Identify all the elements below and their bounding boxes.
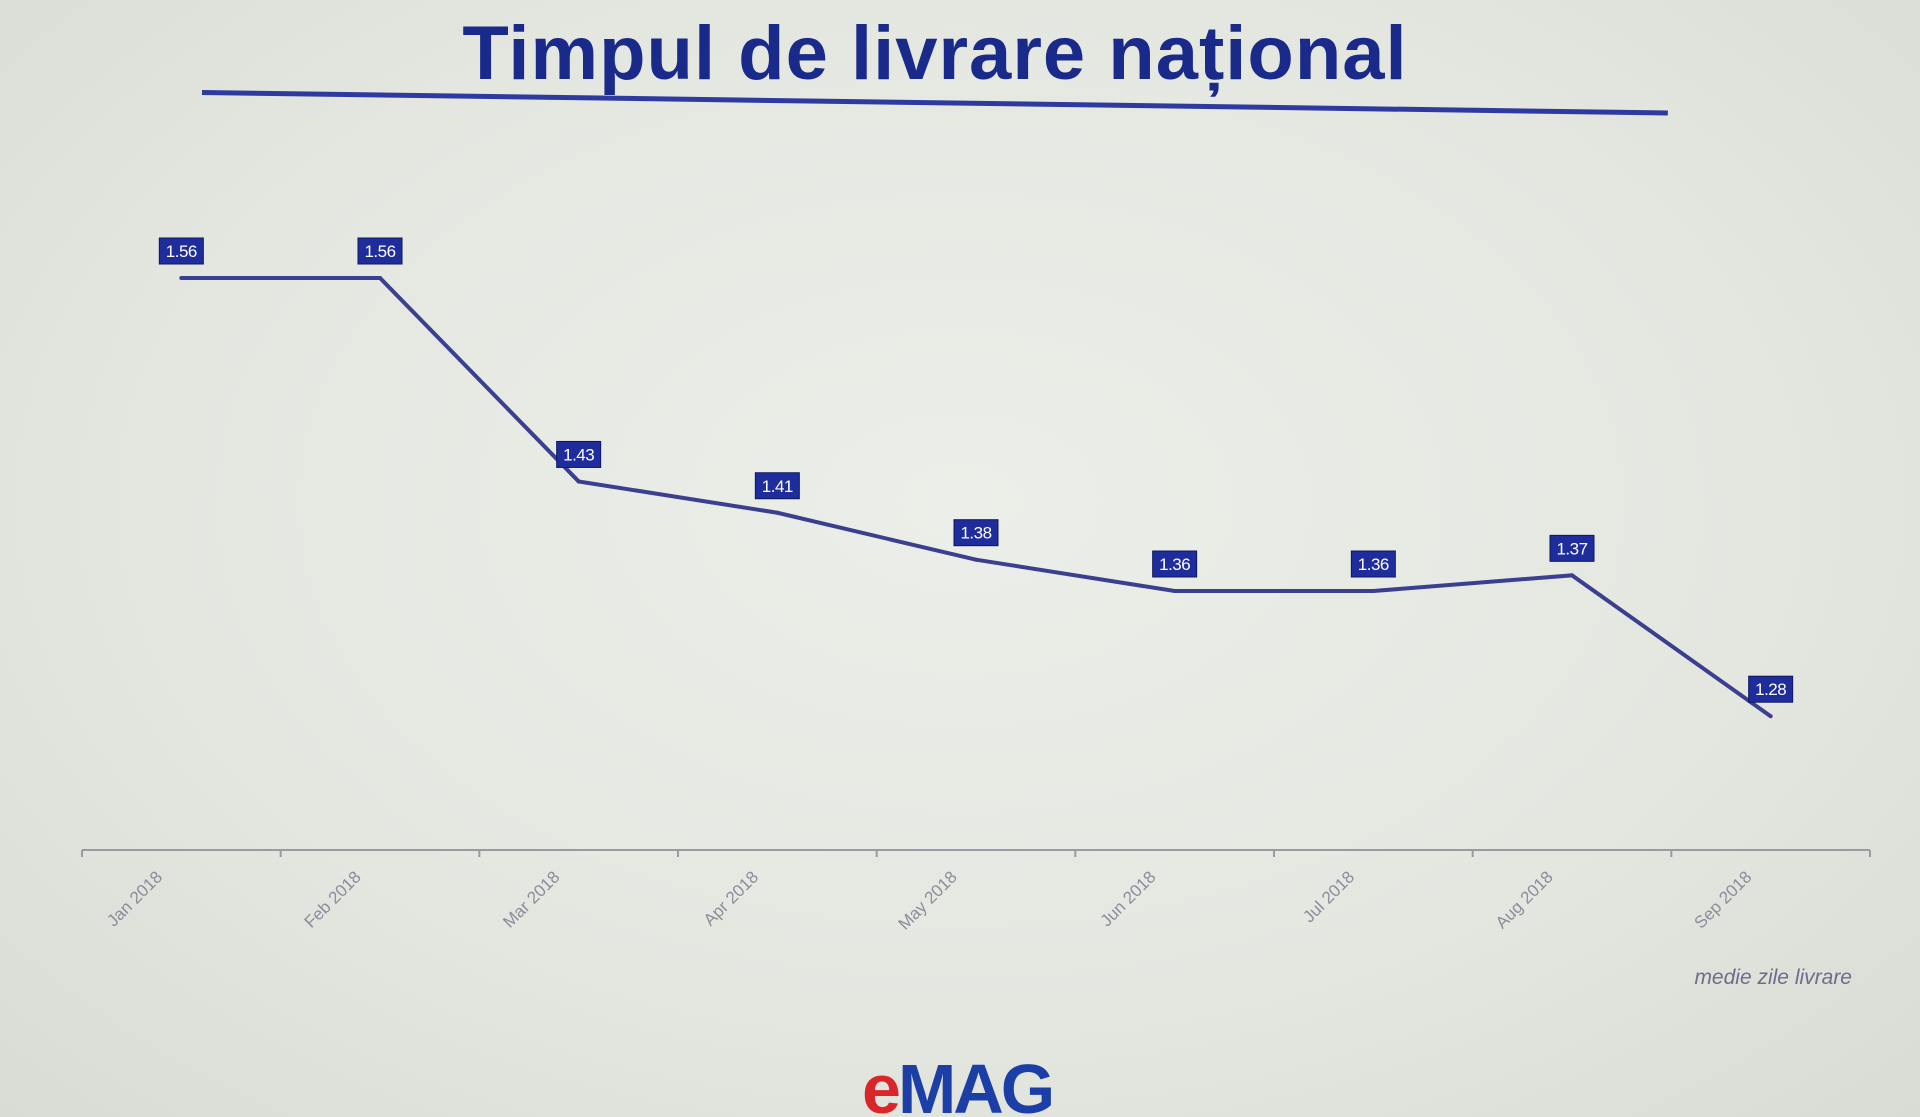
data-label: 1.43 xyxy=(563,445,594,464)
data-label: 1.41 xyxy=(762,477,793,496)
emag-logo: eMAG xyxy=(862,1050,1052,1117)
data-point xyxy=(974,557,978,562)
x-tick-label: Jul 2018 xyxy=(1299,867,1358,926)
data-label-box xyxy=(1350,550,1396,578)
data-label-box xyxy=(357,237,403,265)
chart-title: Timpul de livrare național xyxy=(462,11,1408,96)
x-tick-label: Aug 2018 xyxy=(1492,867,1557,932)
data-point xyxy=(1371,589,1376,593)
logo-e: e xyxy=(862,1050,901,1117)
data-label: 1.37 xyxy=(1556,539,1587,558)
data-label: 1.38 xyxy=(960,524,991,543)
data-point xyxy=(378,276,382,280)
data-label-box xyxy=(754,472,800,500)
x-tick-label: Sep 2018 xyxy=(1691,867,1756,932)
x-tick-label: Feb 2018 xyxy=(301,867,365,931)
data-label-box xyxy=(1152,550,1198,578)
x-tick-label: Mar 2018 xyxy=(499,867,563,931)
x-tick-label: Jan 2018 xyxy=(103,867,166,930)
data-label: 1.56 xyxy=(364,242,395,261)
data-label-box xyxy=(158,237,204,265)
data-point xyxy=(1570,573,1574,578)
data-point xyxy=(1768,714,1773,719)
x-tick-label: Apr 2018 xyxy=(700,867,762,929)
series-note: medie zile livrare xyxy=(1694,966,1852,989)
data-label-box xyxy=(1748,675,1794,703)
data-label: 1.36 xyxy=(1358,555,1389,574)
data-label-box xyxy=(953,519,999,547)
data-point xyxy=(576,479,581,484)
data-point xyxy=(775,510,780,515)
data-label: 1.36 xyxy=(1159,555,1190,574)
data-label: 1.28 xyxy=(1755,680,1786,699)
data-label-box xyxy=(1549,534,1595,562)
x-tick-label: May 2018 xyxy=(895,867,961,933)
logo-rest: MAG xyxy=(897,1050,1053,1117)
data-label: 1.56 xyxy=(166,242,197,261)
x-tick-label: Jun 2018 xyxy=(1097,867,1160,930)
data-point xyxy=(1172,589,1177,593)
series-line xyxy=(181,276,1772,718)
data-point xyxy=(179,276,184,280)
data-label-box xyxy=(556,440,602,468)
